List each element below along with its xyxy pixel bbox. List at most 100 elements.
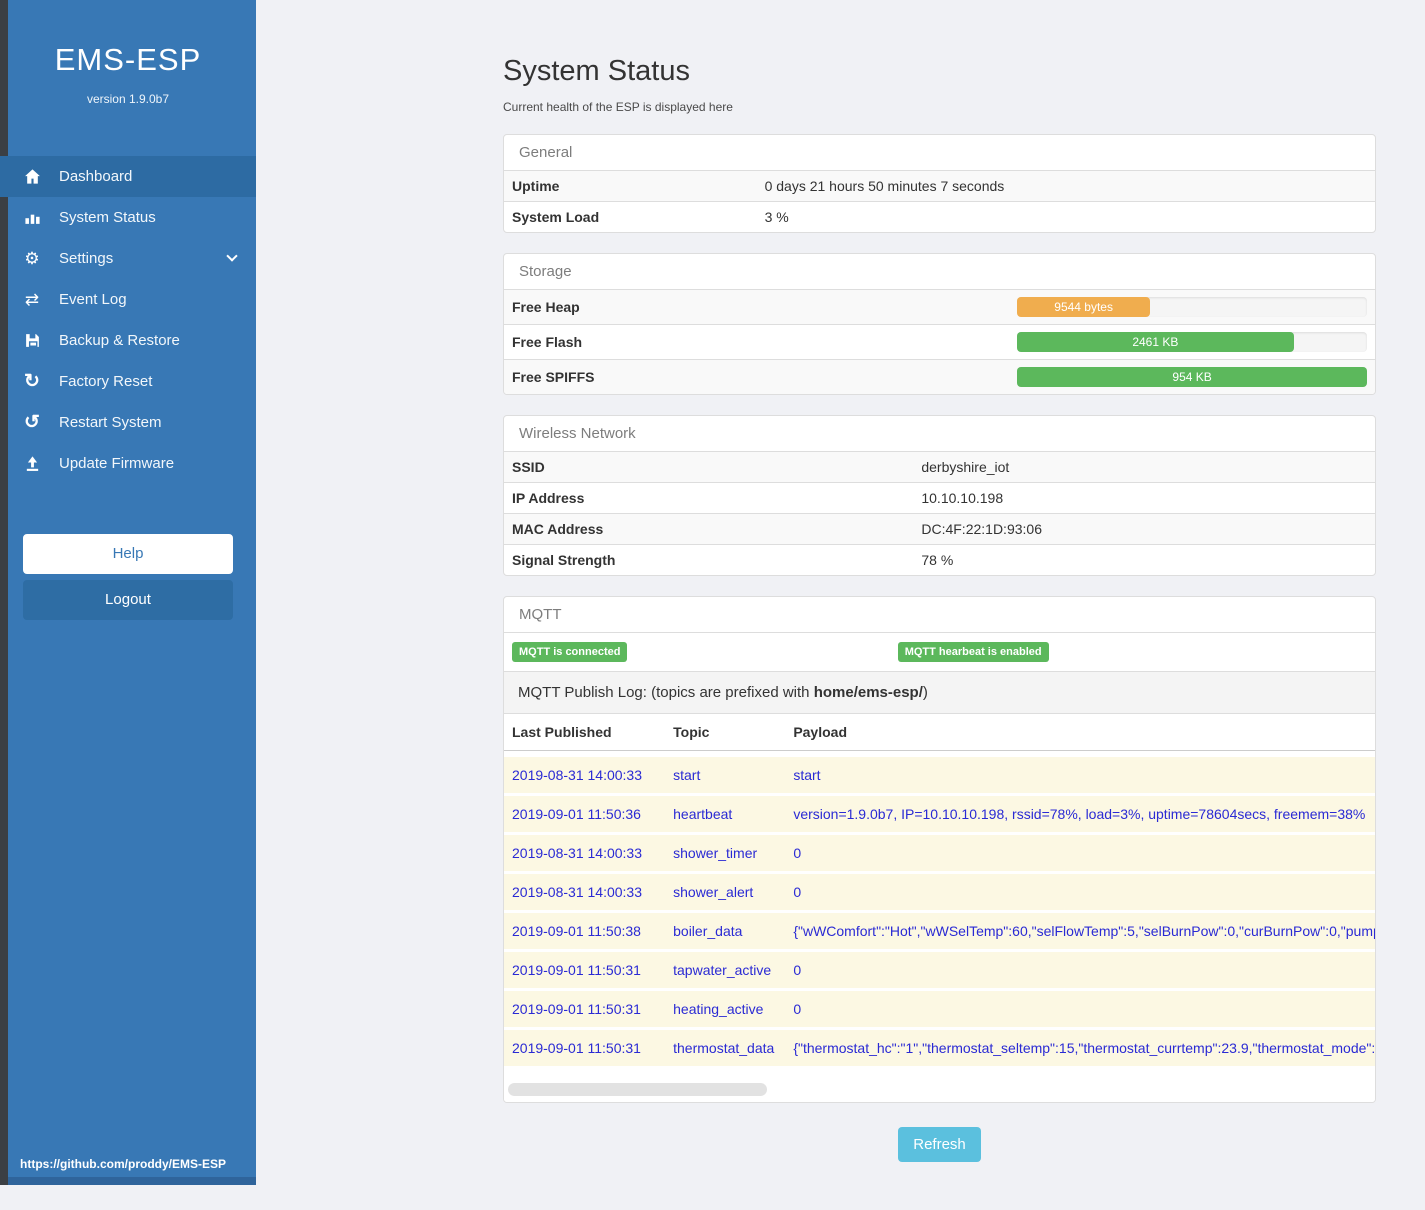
log-timestamp: 2019-09-01 11:50:31	[504, 1030, 666, 1069]
table-row: Signal Strength 78 %	[504, 544, 1375, 575]
sidebar-item-label: System Status	[59, 209, 156, 226]
panel-general: General Uptime 0 days 21 hours 50 minute…	[503, 134, 1376, 233]
logout-button[interactable]: Logout	[23, 580, 233, 620]
mqtt-badges-row: MQTT is connected MQTT hearbeat is enabl…	[504, 632, 1375, 671]
table-row: System Load 3 %	[504, 201, 1375, 232]
table-row: SSID derbyshire_iot	[504, 451, 1375, 483]
log-row: 2019-09-01 11:50:31 tapwater_active 0	[504, 952, 1375, 991]
log-timestamp: 2019-08-31 14:00:33	[504, 835, 666, 874]
free-spiffs-progress: 954 KB	[1017, 367, 1367, 387]
log-row: 2019-09-01 11:50:31 thermostat_data {"th…	[504, 1030, 1375, 1069]
log-row: 2019-09-01 11:50:36 heartbeat version=1.…	[504, 796, 1375, 835]
log-topic: start	[665, 751, 786, 796]
log-topic: boiler_data	[665, 913, 786, 952]
app-version: version 1.9.0b7	[86, 92, 170, 106]
sync-icon: ↺	[24, 412, 40, 433]
sidebar-item-label: Settings	[59, 250, 114, 267]
log-timestamp: 2019-09-01 11:50:31	[504, 952, 666, 991]
free-heap-bar: 9544 bytes	[1017, 297, 1151, 317]
log-payload: {"thermostat_hc":"1","thermostat_seltemp…	[785, 1030, 1375, 1069]
table-row: MAC Address DC:4F:22:1D:93:06	[504, 513, 1375, 545]
free-heap-label: Free Heap	[504, 289, 1010, 325]
log-payload: 0	[785, 835, 1375, 874]
github-link[interactable]: https://github.com/proddy/EMS-ESP	[20, 1157, 226, 1171]
table-row: Free SPIFFS 954 KB	[504, 359, 1375, 394]
arrows-swap-icon: ⇄	[24, 289, 40, 309]
sidebar-item-label: Event Log	[59, 291, 127, 308]
col-payload: Payload	[785, 714, 1375, 751]
sidebar-item-settings[interactable]: ⚙ Settings	[0, 238, 256, 279]
mqtt-publish-log-title: MQTT Publish Log: (topics are prefixed w…	[504, 671, 1375, 714]
main-content: System Status Current health of the ESP …	[256, 0, 1425, 1210]
help-button[interactable]: Help	[23, 534, 233, 574]
free-spiffs-bar: 954 KB	[1017, 367, 1367, 387]
sidebar-item-update-firmware[interactable]: Update Firmware	[0, 443, 256, 484]
system-load-value: 3 %	[756, 201, 1375, 232]
uptime-value: 0 days 21 hours 50 minutes 7 seconds	[756, 170, 1375, 202]
log-payload: 0	[785, 952, 1375, 991]
mqtt-publish-log-table: Last Published Topic Payload 2019-08-31 …	[504, 714, 1375, 1069]
ssid-value: derbyshire_iot	[913, 451, 1375, 483]
log-topic: shower_timer	[665, 835, 786, 874]
log-row: 2019-08-31 14:00:33 start start	[504, 751, 1375, 796]
log-timestamp: 2019-08-31 14:00:33	[504, 874, 666, 913]
system-load-label: System Load	[504, 201, 757, 232]
log-payload: start	[785, 751, 1375, 796]
sidebar-nav: Dashboard System Status ⚙ Settings ⇄ Eve…	[0, 156, 256, 484]
mqtt-connected-badge: MQTT is connected	[512, 642, 628, 662]
home-icon	[22, 167, 42, 187]
log-timestamp: 2019-08-31 14:00:33	[504, 751, 666, 796]
free-flash-progress: 2461 KB	[1017, 332, 1367, 352]
table-row: Free Flash 2461 KB	[504, 324, 1375, 360]
sidebar-rail	[0, 0, 8, 1185]
sidebar-item-system-status[interactable]: System Status	[0, 197, 256, 238]
sidebar-item-dashboard[interactable]: Dashboard	[0, 156, 256, 197]
gear-icon: ⚙	[24, 248, 40, 268]
mqtt-heartbeat-badge: MQTT hearbeat is enabled	[897, 642, 1049, 662]
log-header-row: Last Published Topic Payload	[504, 714, 1375, 751]
panel-mqtt-heading: MQTT	[519, 606, 562, 623]
chevron-down-icon	[226, 250, 238, 262]
log-payload: version=1.9.0b7, IP=10.10.10.198, rssid=…	[785, 796, 1375, 835]
mac-address-value: DC:4F:22:1D:93:06	[913, 513, 1375, 545]
sidebar-item-event-log[interactable]: ⇄ Event Log	[0, 279, 256, 320]
mac-address-label: MAC Address	[504, 513, 914, 545]
log-payload: 0	[785, 874, 1375, 913]
panel-wireless: Wireless Network SSID derbyshire_iot IP …	[503, 415, 1376, 576]
sidebar-bottom-strip	[8, 1177, 256, 1185]
sidebar-item-label: Update Firmware	[59, 455, 175, 472]
page-subtitle: Current health of the ESP is displayed h…	[503, 100, 733, 114]
log-topic: tapwater_active	[665, 952, 786, 991]
free-heap-progress: 9544 bytes	[1017, 297, 1367, 317]
table-row: Free Heap 9544 bytes	[504, 289, 1375, 325]
floppy-save-icon	[22, 331, 42, 351]
free-flash-label: Free Flash	[504, 324, 1010, 360]
log-timestamp: 2019-09-01 11:50:31	[504, 991, 666, 1030]
horizontal-scrollbar-thumb[interactable]	[508, 1083, 767, 1096]
panel-general-heading: General	[519, 144, 573, 161]
sidebar-item-label: Backup & Restore	[59, 332, 180, 349]
free-spiffs-label: Free SPIFFS	[504, 359, 1010, 394]
col-topic: Topic	[665, 714, 786, 751]
page-title: System Status	[503, 55, 690, 87]
panel-wireless-heading: Wireless Network	[519, 425, 636, 442]
bar-chart-icon	[22, 208, 42, 228]
signal-strength-label: Signal Strength	[504, 544, 914, 575]
sidebar-item-restart-system[interactable]: ↺ Restart System	[0, 402, 256, 443]
refresh-button[interactable]: Refresh	[898, 1127, 981, 1162]
publish-log-topic-prefix: home/ems-esp/	[813, 684, 923, 701]
log-topic: heating_active	[665, 991, 786, 1030]
log-payload: {"wWComfort":"Hot","wWSelTemp":60,"selFl…	[785, 913, 1375, 952]
sidebar-item-label: Restart System	[59, 414, 162, 431]
publish-log-suffix: )	[922, 684, 928, 701]
log-topic: shower_alert	[665, 874, 786, 913]
panel-storage: Storage Free Heap 9544 bytes Free Flash …	[503, 253, 1376, 395]
publish-log-prefix: MQTT Publish Log: (topics are prefixed w…	[518, 684, 814, 701]
panel-storage-heading: Storage	[519, 263, 572, 280]
free-flash-bar: 2461 KB	[1017, 332, 1294, 352]
sidebar-item-factory-reset[interactable]: ↻ Factory Reset	[0, 361, 256, 402]
table-row: IP Address 10.10.10.198	[504, 482, 1375, 514]
ssid-label: SSID	[504, 451, 914, 483]
horizontal-scrollbar-track	[504, 1069, 1375, 1102]
sidebar-item-backup-restore[interactable]: Backup & Restore	[0, 320, 256, 361]
